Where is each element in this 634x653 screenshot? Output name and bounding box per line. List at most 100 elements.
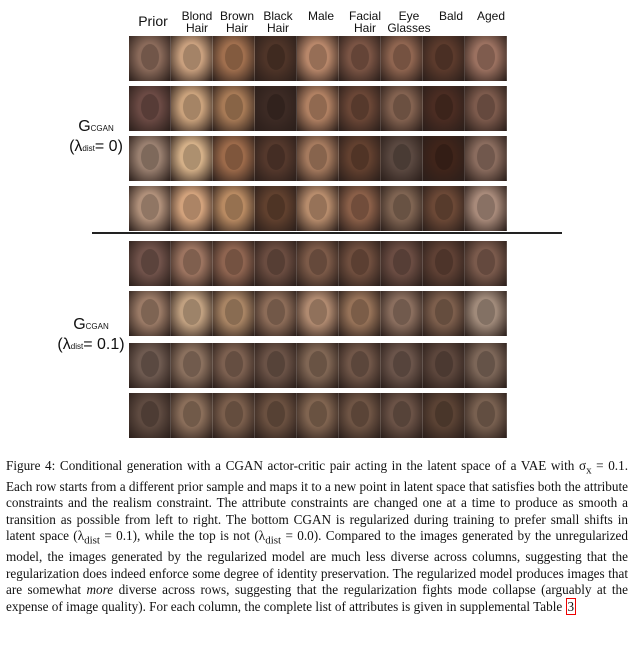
generated-face-image	[465, 36, 507, 81]
generated-face-image	[339, 291, 381, 336]
generated-face-image	[213, 186, 255, 231]
column-header-line: Black	[263, 9, 293, 23]
column-header: Black Hair	[255, 10, 301, 34]
generated-face-image	[171, 241, 213, 286]
generated-face-image	[255, 136, 297, 181]
generated-face-image	[423, 343, 465, 388]
caption-emphasis: more	[86, 582, 114, 598]
column-header-line: Hair	[225, 21, 248, 35]
column-header-line: Blond	[181, 9, 213, 23]
generated-face-image	[381, 343, 423, 388]
generated-face-image	[297, 241, 339, 286]
unregularized-row	[129, 186, 509, 231]
caption-text: = 0.1. Each row starts from a different …	[6, 458, 628, 544]
generated-face-image	[297, 186, 339, 231]
generated-face-image	[297, 393, 339, 438]
generated-face-image	[339, 36, 381, 81]
generated-face-image	[171, 393, 213, 438]
generated-face-image	[381, 241, 423, 286]
generated-face-image	[171, 36, 213, 81]
generated-face-image	[465, 86, 507, 131]
caption-sigma-subscript: x	[586, 464, 592, 477]
generated-face-image	[255, 86, 297, 131]
caption-text: = 0.1), while the top is not (λ	[100, 528, 266, 544]
generated-face-image	[381, 36, 423, 81]
lambda-symbol: (λ	[69, 138, 83, 155]
generated-face-image	[465, 343, 507, 388]
regularized-row	[129, 343, 509, 388]
unregularized-row	[129, 86, 509, 131]
generated-face-image	[171, 291, 213, 336]
regularized-row	[129, 393, 509, 438]
generated-face-image	[171, 86, 213, 131]
generated-face-image	[339, 136, 381, 181]
column-header-line: Eye	[398, 9, 420, 23]
generated-face-image	[465, 393, 507, 438]
column-header: Eye Glasses	[386, 10, 432, 34]
generated-face-image	[339, 86, 381, 131]
generated-face-image	[213, 86, 255, 131]
generated-face-image	[339, 241, 381, 286]
column-header-line: Facial	[348, 9, 381, 23]
generated-face-image	[255, 241, 297, 286]
generated-face-image	[423, 393, 465, 438]
regularized-row	[129, 241, 509, 286]
lambda-value: = 0.1)	[83, 336, 125, 353]
generated-face-image	[129, 291, 171, 336]
column-header: Male	[298, 10, 344, 22]
bottom-group-label: GCGAN (λdist= 0.1)	[51, 316, 131, 356]
generated-face-image	[339, 343, 381, 388]
regularized-row	[129, 291, 509, 336]
generator-symbol: G	[73, 316, 86, 333]
lambda-subscript: dist	[70, 342, 84, 351]
generated-face-image	[129, 36, 171, 81]
column-header: Bald	[428, 10, 474, 22]
generated-face-image	[423, 241, 465, 286]
generated-face-image	[465, 136, 507, 181]
group-divider	[92, 232, 562, 234]
generated-face-image	[465, 186, 507, 231]
generated-face-image	[129, 186, 171, 231]
column-header-line: Glasses	[387, 21, 431, 35]
table-reference-link[interactable]: 3	[565, 597, 577, 615]
caption-text: = 0.0). Compared to the images generated…	[6, 528, 628, 598]
generated-face-image	[129, 86, 171, 131]
generated-face-image	[423, 36, 465, 81]
generated-face-image	[129, 136, 171, 181]
generated-face-image	[171, 186, 213, 231]
generated-face-image	[381, 393, 423, 438]
generated-face-image	[465, 241, 507, 286]
generated-face-image	[465, 291, 507, 336]
generated-face-image	[381, 136, 423, 181]
column-header: Prior	[130, 14, 176, 28]
column-header-line: Bald	[438, 9, 464, 23]
column-header-line: Male	[307, 9, 334, 23]
generated-face-image	[297, 291, 339, 336]
generated-face-image	[297, 343, 339, 388]
generated-face-image	[339, 186, 381, 231]
generated-face-image	[129, 393, 171, 438]
column-header: Facial Hair	[342, 10, 388, 34]
generated-face-image	[423, 186, 465, 231]
generated-face-image	[297, 86, 339, 131]
generated-face-image	[255, 291, 297, 336]
generator-subscript: CGAN	[85, 322, 109, 331]
generated-face-image	[213, 393, 255, 438]
column-header: Aged	[468, 10, 514, 22]
lambda-value: = 0)	[94, 138, 123, 155]
column-header: Brown Hair	[214, 10, 260, 34]
generated-face-image	[255, 186, 297, 231]
generator-symbol: G	[78, 118, 91, 135]
unregularized-row	[129, 36, 509, 81]
column-header: Blond Hair	[174, 10, 220, 34]
figure-caption: Figure 4: Conditional generation with a …	[6, 458, 628, 615]
generated-face-image	[381, 86, 423, 131]
generated-face-image	[255, 343, 297, 388]
generated-face-image	[423, 86, 465, 131]
column-header-line: Hair	[266, 21, 289, 35]
caption-lambda-subscript: dist	[84, 534, 100, 547]
generated-face-image	[297, 136, 339, 181]
lambda-subscript: dist	[82, 144, 95, 153]
top-group-label: GCGAN (λdist= 0)	[56, 118, 136, 158]
caption-lambda-subscript: dist	[265, 534, 282, 547]
